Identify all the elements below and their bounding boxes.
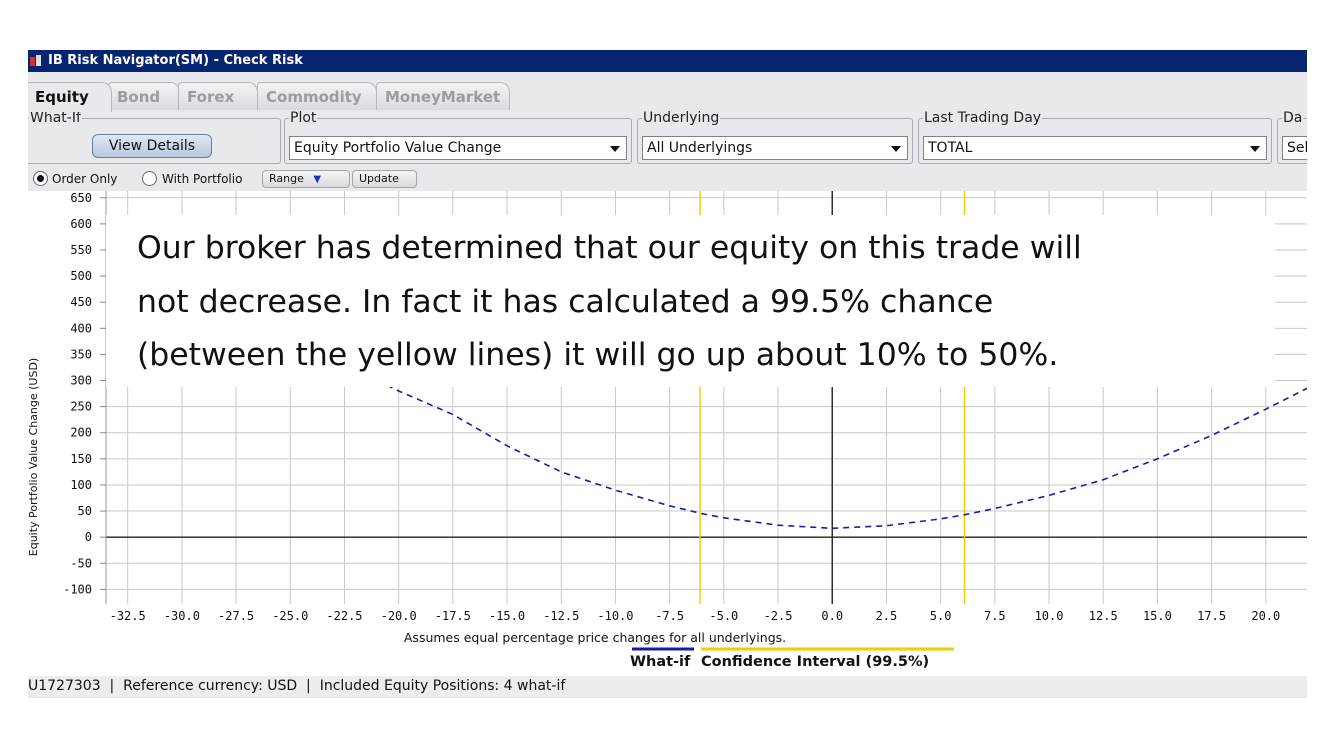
y-tick-label: -100 <box>63 582 92 596</box>
y-tick-label: 450 <box>70 295 92 309</box>
series-line-whatif <box>376 379 1307 530</box>
title-bar: IB Risk Navigator(SM) - Check Risk <box>28 50 1307 72</box>
x-tick-label: 12.5 <box>1089 609 1118 623</box>
account-id: U1727303 <box>28 678 101 694</box>
x-tick-label: -25.0 <box>272 609 308 623</box>
x-tick-label: 15.0 <box>1143 609 1172 623</box>
x-tick-label: 2.5 <box>876 609 898 623</box>
plot-group: Plot Equity Portfolio Value Change <box>284 110 632 164</box>
x-tick-label: -17.5 <box>435 609 471 623</box>
x-tick-label: -12.5 <box>543 609 579 623</box>
y-tick-label: 250 <box>70 400 92 414</box>
whatif-legend: What-If <box>29 110 82 126</box>
last-trading-day-legend: Last Trading Day <box>923 110 1043 126</box>
x-tick-label: 17.5 <box>1197 609 1226 623</box>
whatif-legend-label: What-if <box>630 654 691 670</box>
ci-legend-label: Confidence Interval (99.5%) <box>701 654 929 670</box>
plot-select[interactable]: Equity Portfolio Value Change <box>289 136 627 160</box>
y-tick-label: 0 <box>85 530 92 544</box>
last-trading-day-select[interactable]: TOTAL <box>923 136 1267 160</box>
plot-legend: Plot <box>289 110 318 126</box>
y-tick-label: 550 <box>70 243 92 257</box>
chevron-down-icon <box>891 146 901 152</box>
app-icon <box>30 55 41 66</box>
update-button[interactable]: Update <box>352 170 417 188</box>
y-tick-label: 600 <box>70 217 92 231</box>
y-tick-labels: 650600550500450400350300250200150100500-… <box>63 191 106 596</box>
x-tick-label: -7.5 <box>655 609 684 623</box>
date-legend: Da <box>1282 110 1304 126</box>
x-tick-label: -32.5 <box>110 609 146 623</box>
status-separator: | <box>105 678 119 694</box>
asset-tabs: Equity Bond Forex Commodity MoneyMarket <box>28 82 1307 112</box>
plot-value: Equity Portfolio Value Change <box>294 140 502 156</box>
y-tick-label: 100 <box>70 478 92 492</box>
with-portfolio-label: With Portfolio <box>162 172 243 186</box>
x-tick-label: 10.0 <box>1035 609 1064 623</box>
chevron-down-icon <box>610 146 620 152</box>
overlay-line-1: Our broker has determined that our equit… <box>137 230 1082 266</box>
y-tick-label: 300 <box>70 374 92 388</box>
x-tick-label: -2.5 <box>764 609 793 623</box>
reference-currency: Reference currency: USD <box>123 678 298 694</box>
tab-equity[interactable]: Equity <box>28 82 112 112</box>
tab-forex[interactable]: Forex <box>178 82 258 110</box>
x-tick-label: -22.5 <box>326 609 362 623</box>
tab-moneymarket[interactable]: MoneyMarket <box>376 82 510 110</box>
last-trading-day-group: Last Trading Day TOTAL <box>918 110 1272 164</box>
chevron-down-icon <box>1250 146 1260 152</box>
x-tick-label: -30.0 <box>164 609 200 623</box>
tab-bond[interactable]: Bond <box>108 82 180 110</box>
underlying-select[interactable]: All Underlyings <box>642 136 908 160</box>
y-tick-label: 200 <box>70 426 92 440</box>
date-value: Sel <box>1287 140 1307 156</box>
x-tick-label: 20.0 <box>1251 609 1280 623</box>
overlay-line-2: not decrease. In fact it has calculated … <box>137 283 994 320</box>
status-bar: U1727303 | Reference currency: USD | Inc… <box>28 676 1307 696</box>
with-portfolio-radio[interactable] <box>142 171 157 186</box>
series-whatif <box>376 379 1307 530</box>
view-details-button[interactable]: View Details <box>92 134 212 158</box>
triangle-down-icon: ▼ <box>313 174 322 185</box>
assumption-note: Assumes equal percentage price changes f… <box>404 630 786 645</box>
window-title: IB Risk Navigator(SM) - Check Risk <box>48 53 303 68</box>
y-axis-label: Equity Portfolio Value Change (USD) <box>28 358 40 556</box>
y-tick-label: -50 <box>70 556 92 570</box>
y-tick-label: 650 <box>70 191 92 205</box>
status-separator: | <box>301 678 316 694</box>
x-tick-label: 7.5 <box>984 609 1006 623</box>
last-trading-day-value: TOTAL <box>928 140 973 156</box>
order-only-label: Order Only <box>52 172 118 186</box>
date-select[interactable]: Sel <box>1282 136 1307 160</box>
x-tick-labels: -32.5 -30.0 -27.5 -25.0 -22.5 -20.0 -17.5 -15.0… <box>110 609 1281 623</box>
x-tick-label: -5.0 <box>709 609 738 623</box>
y-tick-label: 150 <box>70 452 92 466</box>
x-tick-label: -20.0 <box>381 609 417 623</box>
order-only-radio[interactable] <box>33 171 48 186</box>
x-tick-label: 5.0 <box>930 609 952 623</box>
underlying-legend: Underlying <box>642 110 721 126</box>
range-dropdown[interactable]: Range ▼ <box>262 170 350 188</box>
whatif-group: What-If <box>28 110 281 164</box>
range-label: Range <box>269 172 304 185</box>
y-tick-label: 500 <box>70 269 92 283</box>
y-tick-label: 350 <box>70 347 92 361</box>
x-tick-label: -15.0 <box>489 609 525 623</box>
x-tick-label: -27.5 <box>218 609 254 623</box>
x-tick-label: -10.0 <box>597 609 633 623</box>
annotation-overlay: Our broker has determined that our equit… <box>106 215 1275 387</box>
y-tick-label: 400 <box>70 321 92 335</box>
options-row: Order Only With Portfolio Range ▼ Update <box>28 168 1307 190</box>
tab-commodity[interactable]: Commodity <box>257 82 377 110</box>
x-tick-label: 0.0 <box>821 609 843 623</box>
y-tick-label: 50 <box>78 504 92 518</box>
included-positions: Included Equity Positions: 4 what-if <box>319 678 566 694</box>
underlying-group: Underlying All Underlyings <box>637 110 913 164</box>
overlay-line-3: (between the yellow lines) it will go up… <box>137 337 1059 373</box>
date-group: Da Sel <box>1277 110 1307 164</box>
underlying-value: All Underlyings <box>647 140 753 156</box>
